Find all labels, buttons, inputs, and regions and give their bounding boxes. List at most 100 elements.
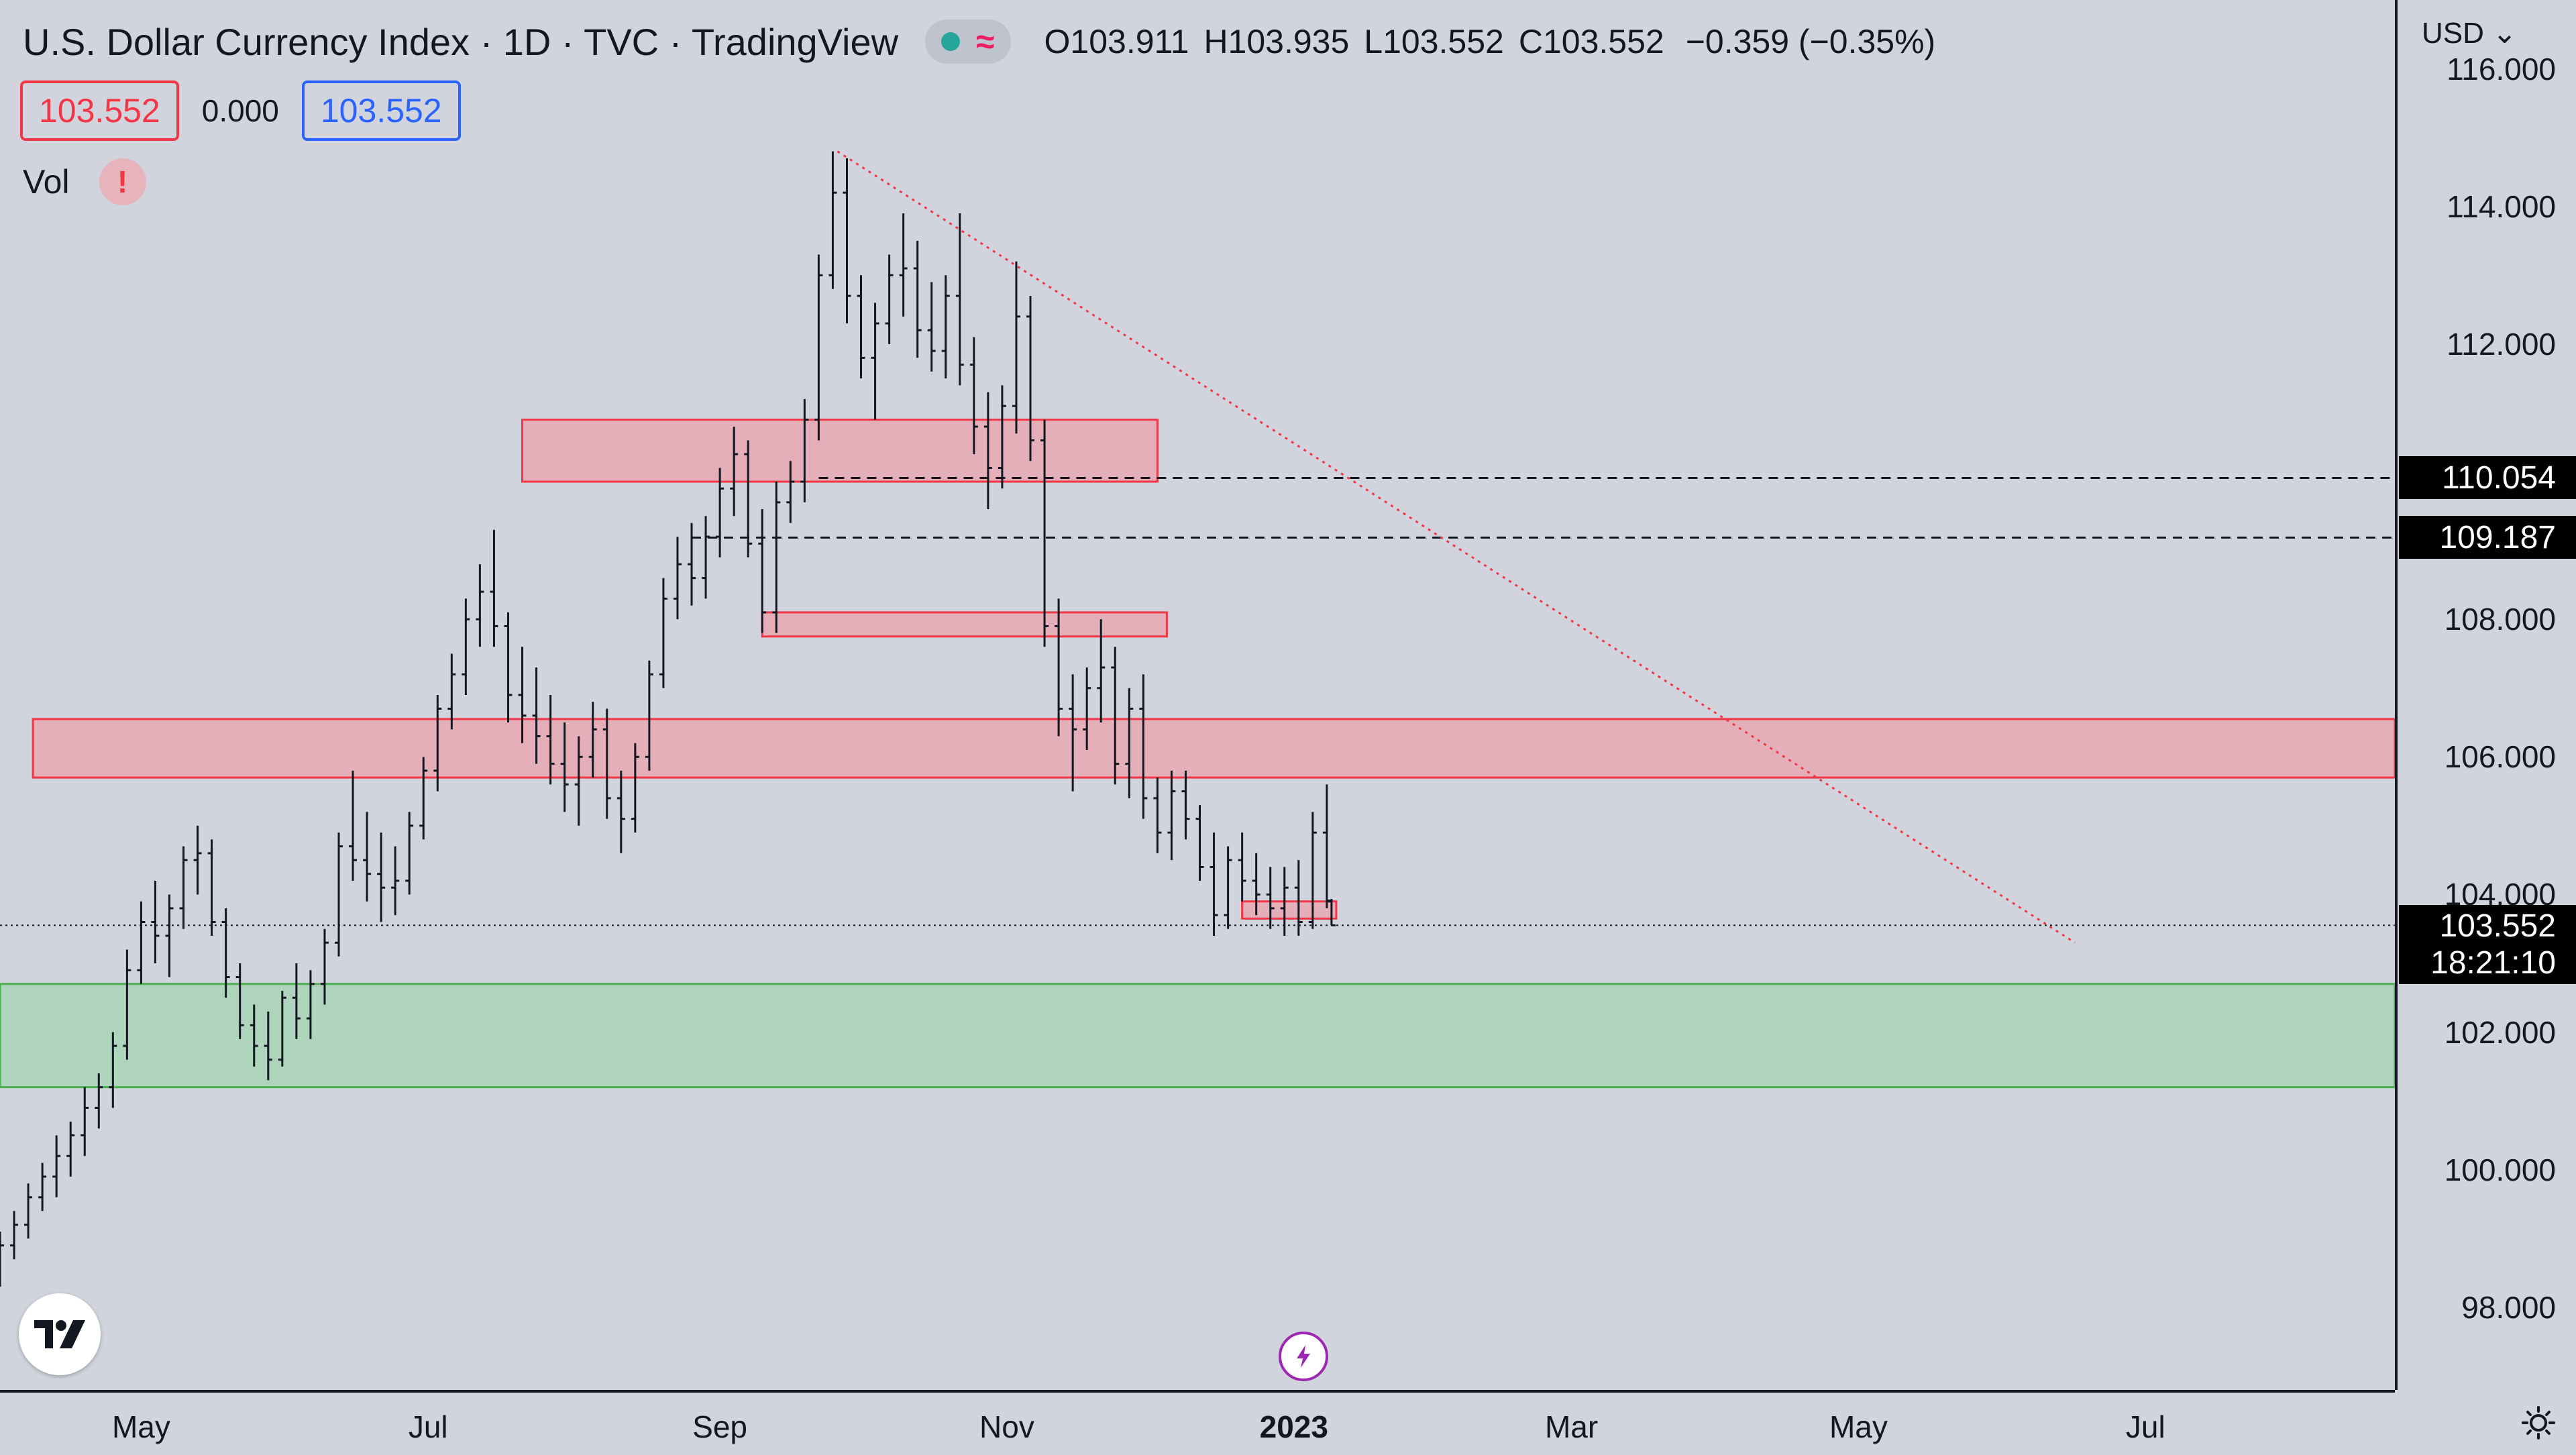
ohlc-bar [716, 468, 724, 557]
ohlc-bar [123, 949, 131, 1060]
ohlc-bar [235, 963, 244, 1039]
settings-sun-icon[interactable] [2521, 1405, 2556, 1440]
warning-icon[interactable]: ! [99, 158, 146, 205]
ohlc-bar [1210, 832, 1218, 936]
resistance-zone-top [521, 419, 1159, 483]
level-label-110054: 110.054 [2399, 456, 2576, 500]
support-zone [0, 983, 2395, 1089]
ohlc-bar [1195, 805, 1204, 881]
ohlc-bar [334, 832, 343, 957]
ohlc-high: H103.935 [1203, 23, 1350, 60]
ohlc-bar [588, 702, 597, 778]
x-tick-label: Sep [692, 1409, 748, 1444]
x-tick-label: May [111, 1409, 170, 1444]
ohlc-bar [165, 894, 174, 977]
ohlc-bar [38, 1163, 47, 1211]
x-tick-label: 2023 [1259, 1409, 1328, 1444]
ohlc-bar [899, 213, 908, 317]
ohlc-bar [1167, 770, 1176, 861]
ohlc-bar [602, 708, 611, 819]
ohlc-close: C103.552 [1518, 23, 1664, 60]
ohlc-bar [306, 970, 315, 1039]
y-tick-label: 116.000 [2447, 51, 2556, 87]
spread-value: 0.000 [201, 93, 279, 128]
ohlc-bar [349, 770, 358, 881]
market-open-dot-icon [941, 32, 961, 51]
ohlc-bar [447, 653, 456, 730]
last-price-value: 103.552 [2439, 908, 2556, 945]
ohlc-bar [1181, 770, 1190, 840]
ohlc-bar [758, 509, 767, 633]
ohlc-bar [391, 846, 400, 916]
lightning-icon[interactable] [1279, 1332, 1328, 1381]
ohlc-bar [800, 398, 809, 502]
ohlc-bar [1083, 667, 1091, 751]
y-tick-label: 114.000 [2447, 188, 2556, 224]
sell-price-button[interactable]: 103.552 [20, 80, 179, 141]
ohlc-bar [1322, 784, 1331, 908]
ohlc-bar [137, 901, 146, 984]
ohlc-bar [109, 1032, 117, 1108]
ohlc-bar [1308, 812, 1317, 929]
ohlc-bar [207, 839, 216, 936]
ohlc-bar [1026, 296, 1035, 462]
ohlc-bar [1125, 688, 1134, 798]
ohlc-bar [659, 578, 667, 688]
ohlc-bar [772, 482, 781, 633]
chevron-down-icon: ⌄ [2492, 17, 2518, 50]
price-axis[interactable]: USD ⌄ 98.000 100.000 102.000 104.000 106.000… [2395, 0, 2576, 1390]
ohlc-bar [377, 832, 386, 922]
ohlc-bar [292, 963, 301, 1039]
ohlc-bar [969, 337, 978, 454]
ohlc-bar [1069, 674, 1077, 792]
ohlc-bar [518, 647, 527, 743]
bar-countdown: 18:21:10 [2430, 945, 2556, 981]
ohlc-bar [828, 151, 837, 289]
ohlc-bar [1139, 674, 1148, 819]
ohlc-bar [95, 1073, 103, 1129]
tradingview-logo-icon[interactable] [19, 1293, 101, 1375]
ohlc-bar [363, 812, 372, 902]
y-tick-label: 106.000 [2444, 739, 2556, 775]
price-chart[interactable] [0, 0, 2395, 1390]
chart-header: U.S. Dollar Currency Index · 1D · TVC · … [23, 15, 1935, 68]
ohlc-bar [419, 757, 428, 840]
ohlc-bar [702, 516, 710, 599]
ohlc-bar [645, 660, 653, 771]
market-status-pill[interactable]: ≈ [925, 19, 1011, 64]
ohlc-low: L103.552 [1364, 23, 1504, 60]
wave-icon: ≈ [976, 23, 995, 60]
ohlc-bar [871, 303, 879, 420]
ohlc-bar [151, 880, 160, 964]
ohlc-bar [193, 825, 202, 895]
ohlc-bar [786, 461, 795, 523]
currency-label: USD [2422, 17, 2484, 50]
y-tick-label: 108.000 [2444, 602, 2556, 637]
axis-settings[interactable] [2398, 1393, 2576, 1452]
buy-price-button[interactable]: 103.552 [301, 80, 461, 141]
ohlc-bar [560, 722, 569, 812]
ohlc-bar [0, 1232, 4, 1287]
time-axis[interactable]: May Jul Sep Nov 2023 Mar May Jul [0, 1390, 2395, 1455]
ohlc-bar [433, 695, 442, 792]
ohlc-bar [1111, 647, 1120, 785]
ohlc-bar [250, 1004, 258, 1067]
currency-selector[interactable]: USD ⌄ [2422, 16, 2517, 50]
resistance-zone-mid [761, 611, 1168, 638]
ohlc-bar [631, 743, 639, 833]
chart-plot-area[interactable] [0, 0, 2395, 1390]
volume-indicator-row: Vol ! [23, 158, 146, 205]
volume-label[interactable]: Vol [23, 163, 70, 201]
ohlc-bar [1040, 419, 1049, 647]
ohlc-bar [688, 523, 696, 606]
y-tick-label: 100.000 [2444, 1152, 2556, 1187]
ohlc-bar [885, 254, 894, 344]
x-tick-label: Jul [2125, 1409, 2165, 1444]
symbol-title[interactable]: U.S. Dollar Currency Index · 1D · TVC · … [23, 20, 899, 63]
ohlc-bar [1252, 853, 1260, 916]
ohlc-bar [1266, 867, 1275, 929]
y-tick-label: 112.000 [2447, 326, 2556, 362]
trendline [837, 150, 2076, 944]
ohlc-bar [983, 392, 992, 510]
ohlc-readout: O103.911 H103.935 L103.552 C103.552 −0.3… [1044, 22, 1936, 61]
